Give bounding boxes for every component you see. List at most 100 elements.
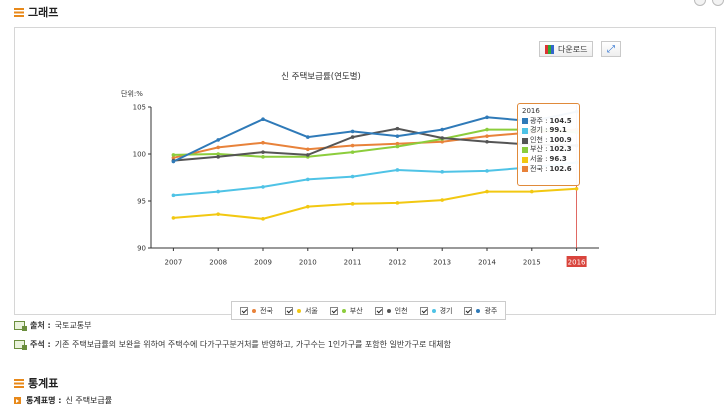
data-point[interactable] xyxy=(440,170,445,174)
legend-label: 부산 xyxy=(349,306,363,315)
legend-checkbox[interactable] xyxy=(374,306,383,315)
data-point[interactable] xyxy=(440,139,445,144)
chart-panel: 다운로드 ⤢ 신 주택보급률(연도별) 단위:% 90 95 100 105 2007 2… xyxy=(14,27,716,320)
x-tick-label: 2011 xyxy=(344,259,362,267)
tooltip-value: 96.3 xyxy=(549,154,567,163)
data-point[interactable] xyxy=(306,177,310,182)
data-point[interactable] xyxy=(216,152,220,156)
circle-icon[interactable] xyxy=(712,0,724,6)
tooltip-label: 광주 : xyxy=(530,116,548,125)
data-point[interactable] xyxy=(216,212,220,216)
data-point[interactable] xyxy=(171,193,176,198)
data-point[interactable] xyxy=(440,127,445,132)
top-icons xyxy=(694,0,724,6)
data-point[interactable] xyxy=(350,143,355,148)
legend-checkbox[interactable] xyxy=(329,306,338,315)
data-point[interactable] xyxy=(440,136,445,140)
data-point[interactable] xyxy=(530,189,534,194)
data-point[interactable] xyxy=(395,168,400,172)
data-point[interactable] xyxy=(485,134,489,138)
legend-item[interactable]: 광주 xyxy=(464,306,497,316)
data-point[interactable] xyxy=(216,155,220,159)
legend-label: 전국 xyxy=(260,306,273,315)
data-point[interactable] xyxy=(350,129,355,134)
tooltip-label: 부산 : xyxy=(530,145,548,154)
data-point[interactable] xyxy=(216,145,220,150)
x-tick-label: 2016 xyxy=(568,259,586,267)
legend-dot xyxy=(341,308,346,313)
circle-icon[interactable] xyxy=(694,0,706,6)
data-point[interactable] xyxy=(261,140,265,145)
unit-label: 단위:% xyxy=(121,89,143,98)
chart-icon xyxy=(545,44,554,54)
y-tick-label: 95 xyxy=(137,198,146,206)
tooltip-label: 서울 : xyxy=(530,154,548,163)
data-point[interactable] xyxy=(395,141,400,146)
data-point[interactable] xyxy=(306,147,310,152)
data-point[interactable] xyxy=(395,126,400,131)
list-icon xyxy=(14,7,24,17)
data-point[interactable] xyxy=(171,216,176,220)
download-label: 다운로드 xyxy=(558,44,588,54)
tooltip-label: 인천 : xyxy=(530,135,548,144)
tooltip-row: 광주 : 104.5 xyxy=(522,117,575,127)
data-point[interactable] xyxy=(440,198,445,202)
list-icon xyxy=(14,378,24,388)
legend-item[interactable]: 전국 xyxy=(240,306,273,316)
data-point[interactable] xyxy=(261,217,265,221)
data-point[interactable] xyxy=(261,185,265,189)
data-point[interactable] xyxy=(350,150,355,154)
data-point[interactable] xyxy=(306,135,310,139)
legend-label: 인천 xyxy=(394,306,408,315)
expand-button[interactable]: ⤢ xyxy=(601,41,621,57)
data-point[interactable] xyxy=(485,189,489,194)
data-point[interactable] xyxy=(485,169,489,173)
tooltip-swatch xyxy=(522,137,528,144)
legend-label: 경기 xyxy=(439,306,453,315)
data-point[interactable] xyxy=(306,153,310,157)
legend-item[interactable]: 부산 xyxy=(329,306,363,316)
legend-checkbox[interactable] xyxy=(419,306,428,315)
data-point[interactable] xyxy=(350,174,355,179)
data-point[interactable] xyxy=(171,153,176,157)
data-point[interactable] xyxy=(485,139,489,144)
legend-dot xyxy=(476,308,481,313)
data-point[interactable] xyxy=(395,144,400,149)
data-point[interactable] xyxy=(485,127,489,132)
legend-item[interactable]: 서울 xyxy=(284,306,318,316)
data-point[interactable] xyxy=(261,150,265,154)
series-line xyxy=(173,187,577,220)
data-point[interactable] xyxy=(485,115,489,120)
data-point[interactable] xyxy=(171,155,176,160)
data-point[interactable] xyxy=(216,189,220,194)
data-point[interactable] xyxy=(350,202,355,206)
section-table-heading: 통계표 xyxy=(14,375,58,391)
section-table-title: 통계표 xyxy=(28,377,59,390)
series-line xyxy=(173,128,577,159)
source-label: 출처 : xyxy=(30,321,51,330)
legend-dot xyxy=(431,308,436,313)
data-point[interactable] xyxy=(574,186,579,191)
section-graph-title: 그래프 xyxy=(28,6,59,19)
data-point[interactable] xyxy=(350,135,355,139)
data-point[interactable] xyxy=(171,159,176,164)
data-point[interactable] xyxy=(306,204,310,209)
tooltip-label: 경기 : xyxy=(530,126,548,135)
legend-item[interactable]: 인천 xyxy=(374,306,408,316)
data-point[interactable] xyxy=(395,201,400,205)
data-point[interactable] xyxy=(261,155,265,159)
x-tick-label: 2007 xyxy=(164,259,182,267)
legend-item[interactable]: 경기 xyxy=(419,306,453,316)
data-point[interactable] xyxy=(261,117,265,122)
expand-icon: ⤢ xyxy=(607,43,615,55)
stat-name-label: 통계표명 : xyxy=(26,396,62,405)
download-button[interactable]: 다운로드 xyxy=(539,41,594,57)
data-point[interactable] xyxy=(395,134,400,138)
chart-title: 신 주택보급률(연도별) xyxy=(281,71,361,82)
x-tick-label: 2009 xyxy=(254,259,272,267)
y-tick-label: 105 xyxy=(133,104,146,112)
data-point[interactable] xyxy=(216,138,220,142)
legend-checkbox[interactable] xyxy=(464,306,473,315)
legend-checkbox[interactable] xyxy=(284,306,293,315)
legend-checkbox[interactable] xyxy=(240,306,248,315)
